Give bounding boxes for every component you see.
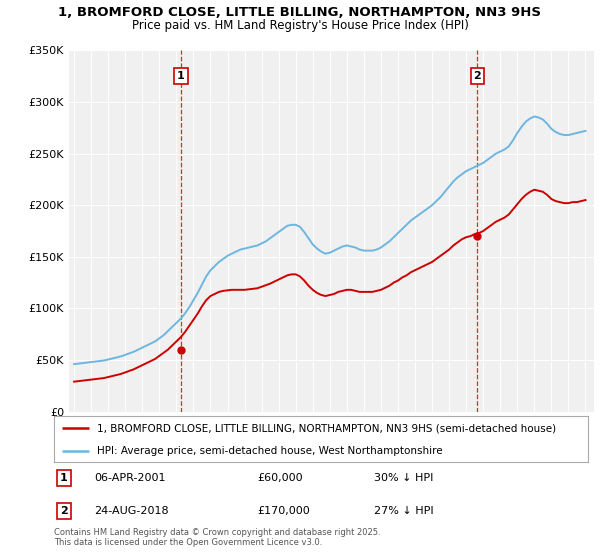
Text: 1, BROMFORD CLOSE, LITTLE BILLING, NORTHAMPTON, NN3 9HS: 1, BROMFORD CLOSE, LITTLE BILLING, NORTH… [59, 6, 542, 18]
Text: 1: 1 [60, 473, 67, 483]
Text: 2: 2 [60, 506, 67, 516]
Text: £170,000: £170,000 [257, 506, 310, 516]
Text: 2: 2 [473, 71, 481, 81]
Text: HPI: Average price, semi-detached house, West Northamptonshire: HPI: Average price, semi-detached house,… [97, 446, 442, 455]
Text: 24-AUG-2018: 24-AUG-2018 [94, 506, 169, 516]
Text: Contains HM Land Registry data © Crown copyright and database right 2025.
This d: Contains HM Land Registry data © Crown c… [54, 528, 380, 547]
Text: 1: 1 [177, 71, 185, 81]
Text: 06-APR-2001: 06-APR-2001 [94, 473, 166, 483]
Text: Price paid vs. HM Land Registry's House Price Index (HPI): Price paid vs. HM Land Registry's House … [131, 19, 469, 32]
Text: 30% ↓ HPI: 30% ↓ HPI [374, 473, 434, 483]
Text: 1, BROMFORD CLOSE, LITTLE BILLING, NORTHAMPTON, NN3 9HS (semi-detached house): 1, BROMFORD CLOSE, LITTLE BILLING, NORTH… [97, 423, 556, 433]
Text: 27% ↓ HPI: 27% ↓ HPI [374, 506, 434, 516]
Text: £60,000: £60,000 [257, 473, 302, 483]
